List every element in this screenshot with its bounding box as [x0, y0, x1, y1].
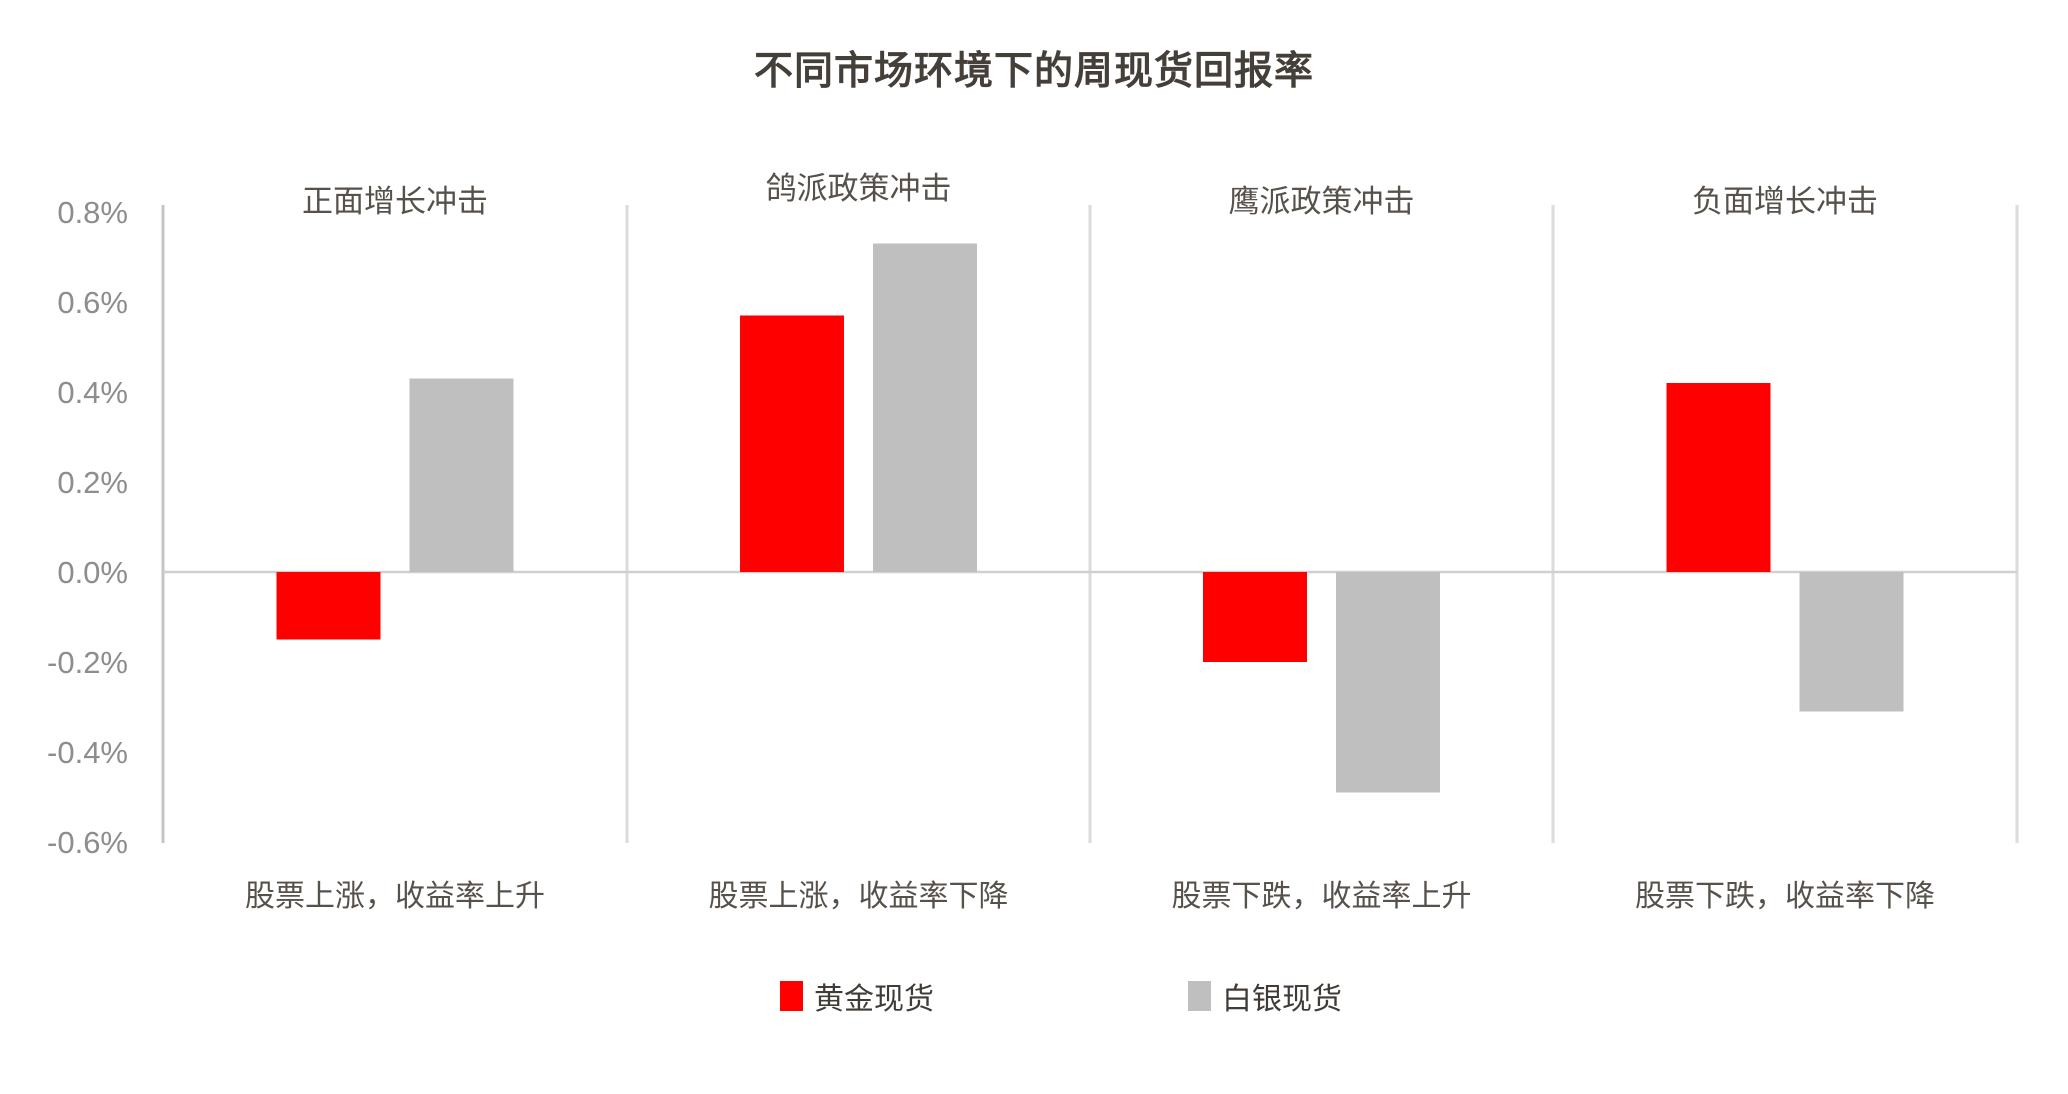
panel-title-dovish-policy-shock: 鸽派政策冲击 [765, 171, 952, 206]
bar-silver-panel-1 [409, 378, 514, 572]
panel-subtitle-stocks-down-yields-down: 股票下跌，收益率下降 [1635, 880, 1935, 913]
bar-silver-panel-4 [1799, 572, 1904, 712]
bar-gold-panel-1 [276, 572, 381, 640]
y-axis-tick-label: 0.8% [57, 195, 128, 230]
chart-title: 不同市场环境下的周现货回报率 [753, 50, 1314, 93]
y-axis-tick-label: -0.6% [47, 825, 128, 860]
bar-gold-panel-4 [1666, 383, 1771, 572]
legend-item-gold-spot: 黄金现货 [780, 974, 934, 1018]
panel-title-positive-growth-shock: 正面增长冲击 [302, 184, 488, 219]
bar-gold-panel-3 [1203, 572, 1307, 662]
legend-item-silver-spot: 白银现货 [1188, 974, 1342, 1018]
panel-title-hawkish-policy-shock: 鹰派政策冲击 [1228, 184, 1415, 219]
y-axis-tick-label: -0.2% [47, 645, 128, 680]
panel-subtitle-stocks-up-yields-down: 股票上涨，收益率下降 [708, 880, 1009, 913]
panel-subtitle-stocks-down-yields-up: 股票下跌，收益率上升 [1171, 880, 1472, 913]
panel-title-negative-growth-shock: 负面增长冲击 [1692, 184, 1878, 219]
gold-legend-swatch [780, 981, 803, 1011]
bar-gold-panel-2 [740, 315, 844, 572]
silver-legend-swatch [1188, 981, 1211, 1011]
panel-subtitle-stocks-up-yields-up: 股票上涨，收益率上升 [245, 880, 545, 913]
bar-silver-panel-2 [873, 243, 977, 572]
y-axis-tick-label: 0.2% [57, 465, 128, 500]
silver-legend-label: 白银现货 [1222, 983, 1342, 1016]
y-axis-tick-label: 0.6% [57, 285, 128, 320]
bar-silver-panel-3 [1336, 572, 1440, 793]
y-axis-tick-label: 0.4% [57, 375, 128, 410]
y-axis-tick-label: -0.4% [47, 735, 128, 770]
y-axis-tick-label: 0.0% [57, 555, 128, 590]
gold-legend-label: 黄金现货 [814, 983, 934, 1016]
